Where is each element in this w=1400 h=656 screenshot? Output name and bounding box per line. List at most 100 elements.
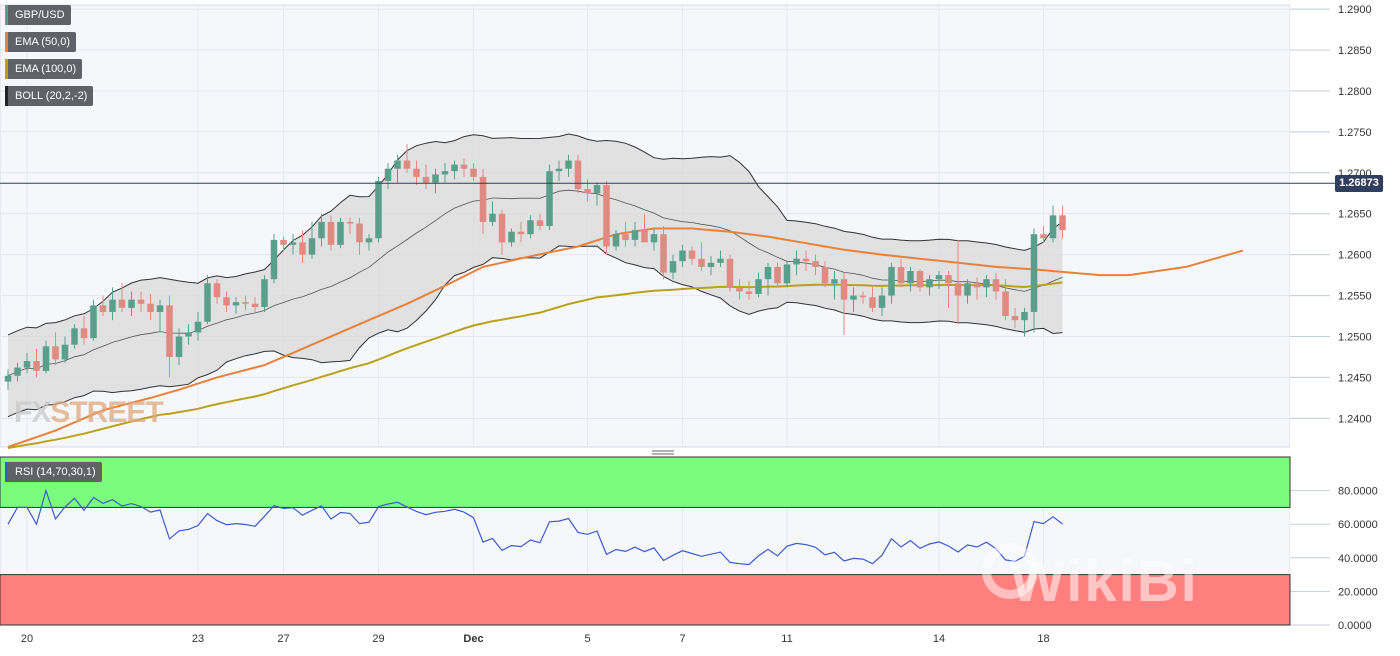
candle-down [603, 185, 610, 247]
legend-ema100[interactable]: EMA (100,0) [5, 59, 83, 79]
candle-down [536, 220, 544, 226]
candle-down [584, 189, 591, 194]
candle-up [764, 266, 772, 280]
candle-up [1021, 311, 1028, 321]
candle-up [555, 168, 563, 172]
rsi-line [7, 488, 1063, 566]
candle-down [954, 283, 962, 296]
candle-up [631, 230, 639, 240]
candle-up [441, 171, 449, 175]
candle-up [755, 279, 762, 294]
candle-down [80, 328, 88, 339]
candle-up [593, 185, 601, 194]
candle-up [935, 275, 943, 280]
candle-up [650, 234, 658, 243]
candle-down [774, 266, 781, 284]
logo-part-street: STREET [50, 396, 163, 429]
candle-up [793, 258, 800, 265]
candle-down [147, 303, 154, 312]
y-tick-label: 1.2900 [1338, 4, 1372, 16]
candle-down [280, 239, 287, 245]
last-price-tag: 1.26873 [1335, 174, 1383, 192]
legend-swatch [5, 86, 8, 106]
candle-up [365, 238, 373, 243]
ema50-line [7, 227, 1244, 448]
candle-down [213, 283, 221, 298]
candle-down [33, 361, 40, 371]
candle-up [90, 305, 97, 339]
candle-up [61, 344, 69, 360]
y-tick-label: 1.2750 [1338, 127, 1372, 139]
rsi-tick-label: 60.0000 [1338, 519, 1378, 531]
legend-ema100-label: EMA (100,0) [15, 63, 77, 75]
y-tick-label: 1.2500 [1338, 332, 1372, 344]
candle-up [23, 361, 31, 368]
candle-down [99, 305, 107, 312]
legend-swatch [5, 32, 8, 52]
candle-up [783, 264, 791, 284]
x-tick-label: 18 [1037, 633, 1049, 645]
legend-gbpusd[interactable]: GBP/USD [5, 5, 71, 25]
candle-up [4, 375, 12, 382]
fxstreet-logo: FXSTREET [14, 396, 164, 430]
candle-up [432, 174, 439, 183]
candle-up [612, 234, 620, 247]
candle-down [945, 275, 952, 284]
candle-up [878, 295, 886, 308]
candle-down [251, 303, 259, 308]
candle-up [907, 271, 914, 284]
candle-up [71, 328, 78, 345]
candle-up [289, 242, 297, 245]
candle-down [916, 271, 924, 288]
candle-up [42, 346, 50, 371]
y-tick-label: 1.2450 [1338, 372, 1372, 384]
candle-down [992, 279, 1000, 292]
candle-up [194, 321, 202, 333]
candle-up [156, 305, 164, 312]
candle-down [422, 176, 430, 183]
candle-up [185, 332, 192, 337]
candle-down [574, 160, 582, 190]
y-tick-label: 1.2400 [1338, 413, 1372, 425]
candle-down [641, 230, 648, 243]
candle-down [1059, 215, 1066, 231]
candle-up [926, 279, 933, 288]
x-tick-label: 23 [192, 633, 204, 645]
legend-ema50[interactable]: EMA (50,0) [5, 32, 77, 52]
legend-swatch [5, 5, 8, 25]
candle-up [1049, 215, 1057, 239]
axis-background [1290, 0, 1400, 651]
candle-up [508, 231, 515, 243]
legend-rsi[interactable]: RSI (14,70,30,1) [5, 462, 102, 482]
candle-down [1040, 234, 1047, 239]
candle-down [869, 297, 876, 308]
candle-down [166, 305, 173, 357]
candle-down [660, 234, 667, 273]
bollinger-mid-line [7, 189, 1063, 377]
candle-up [850, 295, 857, 300]
candle-up [983, 279, 990, 288]
candle-down [812, 261, 819, 267]
bollinger-band-fill [8, 134, 1063, 417]
candle-down [622, 234, 629, 240]
y-tick-label: 1.2800 [1338, 86, 1372, 98]
candle-down [137, 299, 145, 304]
candle-down [223, 297, 230, 306]
y-tick-label: 1.2600 [1338, 250, 1372, 262]
candle-down [726, 258, 734, 288]
x-tick-label: 14 [933, 633, 945, 645]
candle-up [128, 299, 135, 308]
candle-down [859, 295, 867, 298]
candle-up [375, 180, 382, 239]
legend-boll[interactable]: BOLL (20,2,-2) [5, 86, 94, 106]
candle-down [403, 160, 411, 169]
rsi-overbought-zone [0, 456, 1291, 508]
x-tick-label: 11 [781, 633, 792, 645]
x-tick-label: Dec [463, 633, 483, 645]
rsi-oversold-zone [0, 574, 1291, 626]
rsi-tick-label: 80.0000 [1338, 486, 1378, 498]
candle-up [261, 279, 268, 308]
rsi-tick-label: 0.0000 [1338, 620, 1372, 632]
legend-gbpusd-label: GBP/USD [15, 9, 65, 21]
